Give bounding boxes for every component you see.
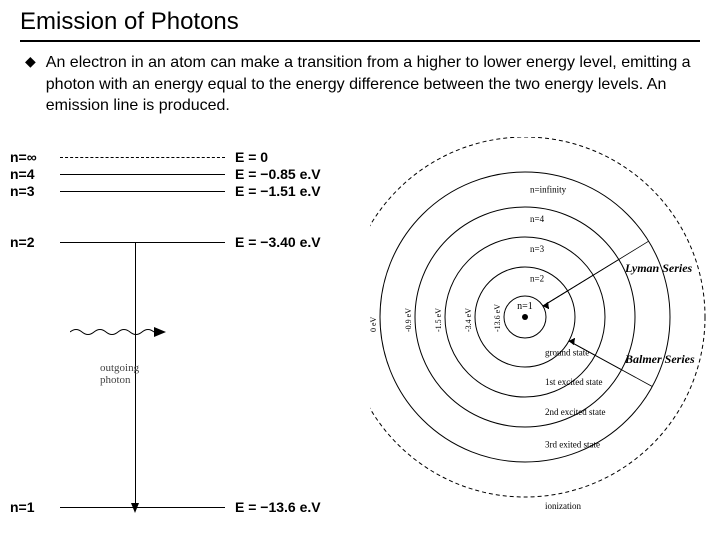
energy-level-line xyxy=(60,191,225,192)
level-E-label: E = 0 xyxy=(235,149,268,165)
page-title: Emission of Photons xyxy=(20,8,700,42)
shell-energy-label: 0 eV xyxy=(370,316,378,332)
shell-label: n=1 xyxy=(517,301,533,312)
energy-level-line xyxy=(60,174,225,175)
level-n-label: n=2 xyxy=(10,234,35,250)
lyman-label: Lyman Series xyxy=(624,261,693,275)
nucleus-dot xyxy=(522,314,528,320)
state-label: ground state xyxy=(545,347,589,357)
shell-n-label: n=2 xyxy=(530,273,544,283)
level-E-label: E = −1.51 e.V xyxy=(235,183,321,199)
level-n-label: n=3 xyxy=(10,183,35,199)
shell-n-label: n=infinity xyxy=(530,184,567,194)
arrowhead-icon xyxy=(131,503,139,513)
energy-level-diagram: n=∞ E = 0 n=4 E = −0.85 e.V n=3 E = −1.51 e.V… xyxy=(5,137,360,537)
photon-wave-icon xyxy=(70,320,185,344)
level-n-label: n=1 xyxy=(10,499,35,515)
energy-level-line xyxy=(60,507,225,508)
shell-n-label: n=4 xyxy=(530,214,545,224)
state-label: 2nd excited state xyxy=(545,407,605,417)
state-label: 1st excited state xyxy=(545,377,602,387)
outgoing-photon-label: outgoing photon xyxy=(100,362,139,386)
shell-diagram: n=1 n=2 n=3 n=4 n=infinity ground state 1st ex… xyxy=(370,137,710,517)
balmer-label: Balmer Series xyxy=(624,352,695,366)
energy-level-line xyxy=(60,242,225,243)
shell-n-label: n=3 xyxy=(530,244,545,254)
level-E-label: E = −13.6 e.V xyxy=(235,499,321,515)
state-label: 3rd exited state xyxy=(545,439,600,449)
shell-energy-label: -0.9 eV xyxy=(404,308,413,332)
level-E-label: E = −0.85 e.V xyxy=(235,166,321,182)
state-label: ionization xyxy=(545,501,581,511)
shell-energy-label: -3.4 eV xyxy=(464,308,473,332)
level-n-label: n=4 xyxy=(10,166,35,182)
bullet-icon: ◆ xyxy=(25,52,36,117)
energy-level-line xyxy=(60,157,225,158)
body-text: An electron in an atom can make a transi… xyxy=(46,52,695,117)
shell-energy-label: -13.6 eV xyxy=(493,304,502,332)
level-E-label: E = −3.40 e.V xyxy=(235,234,321,250)
shell-energy-label: -1.5 eV xyxy=(434,308,443,332)
level-n-label: n=∞ xyxy=(10,149,37,165)
